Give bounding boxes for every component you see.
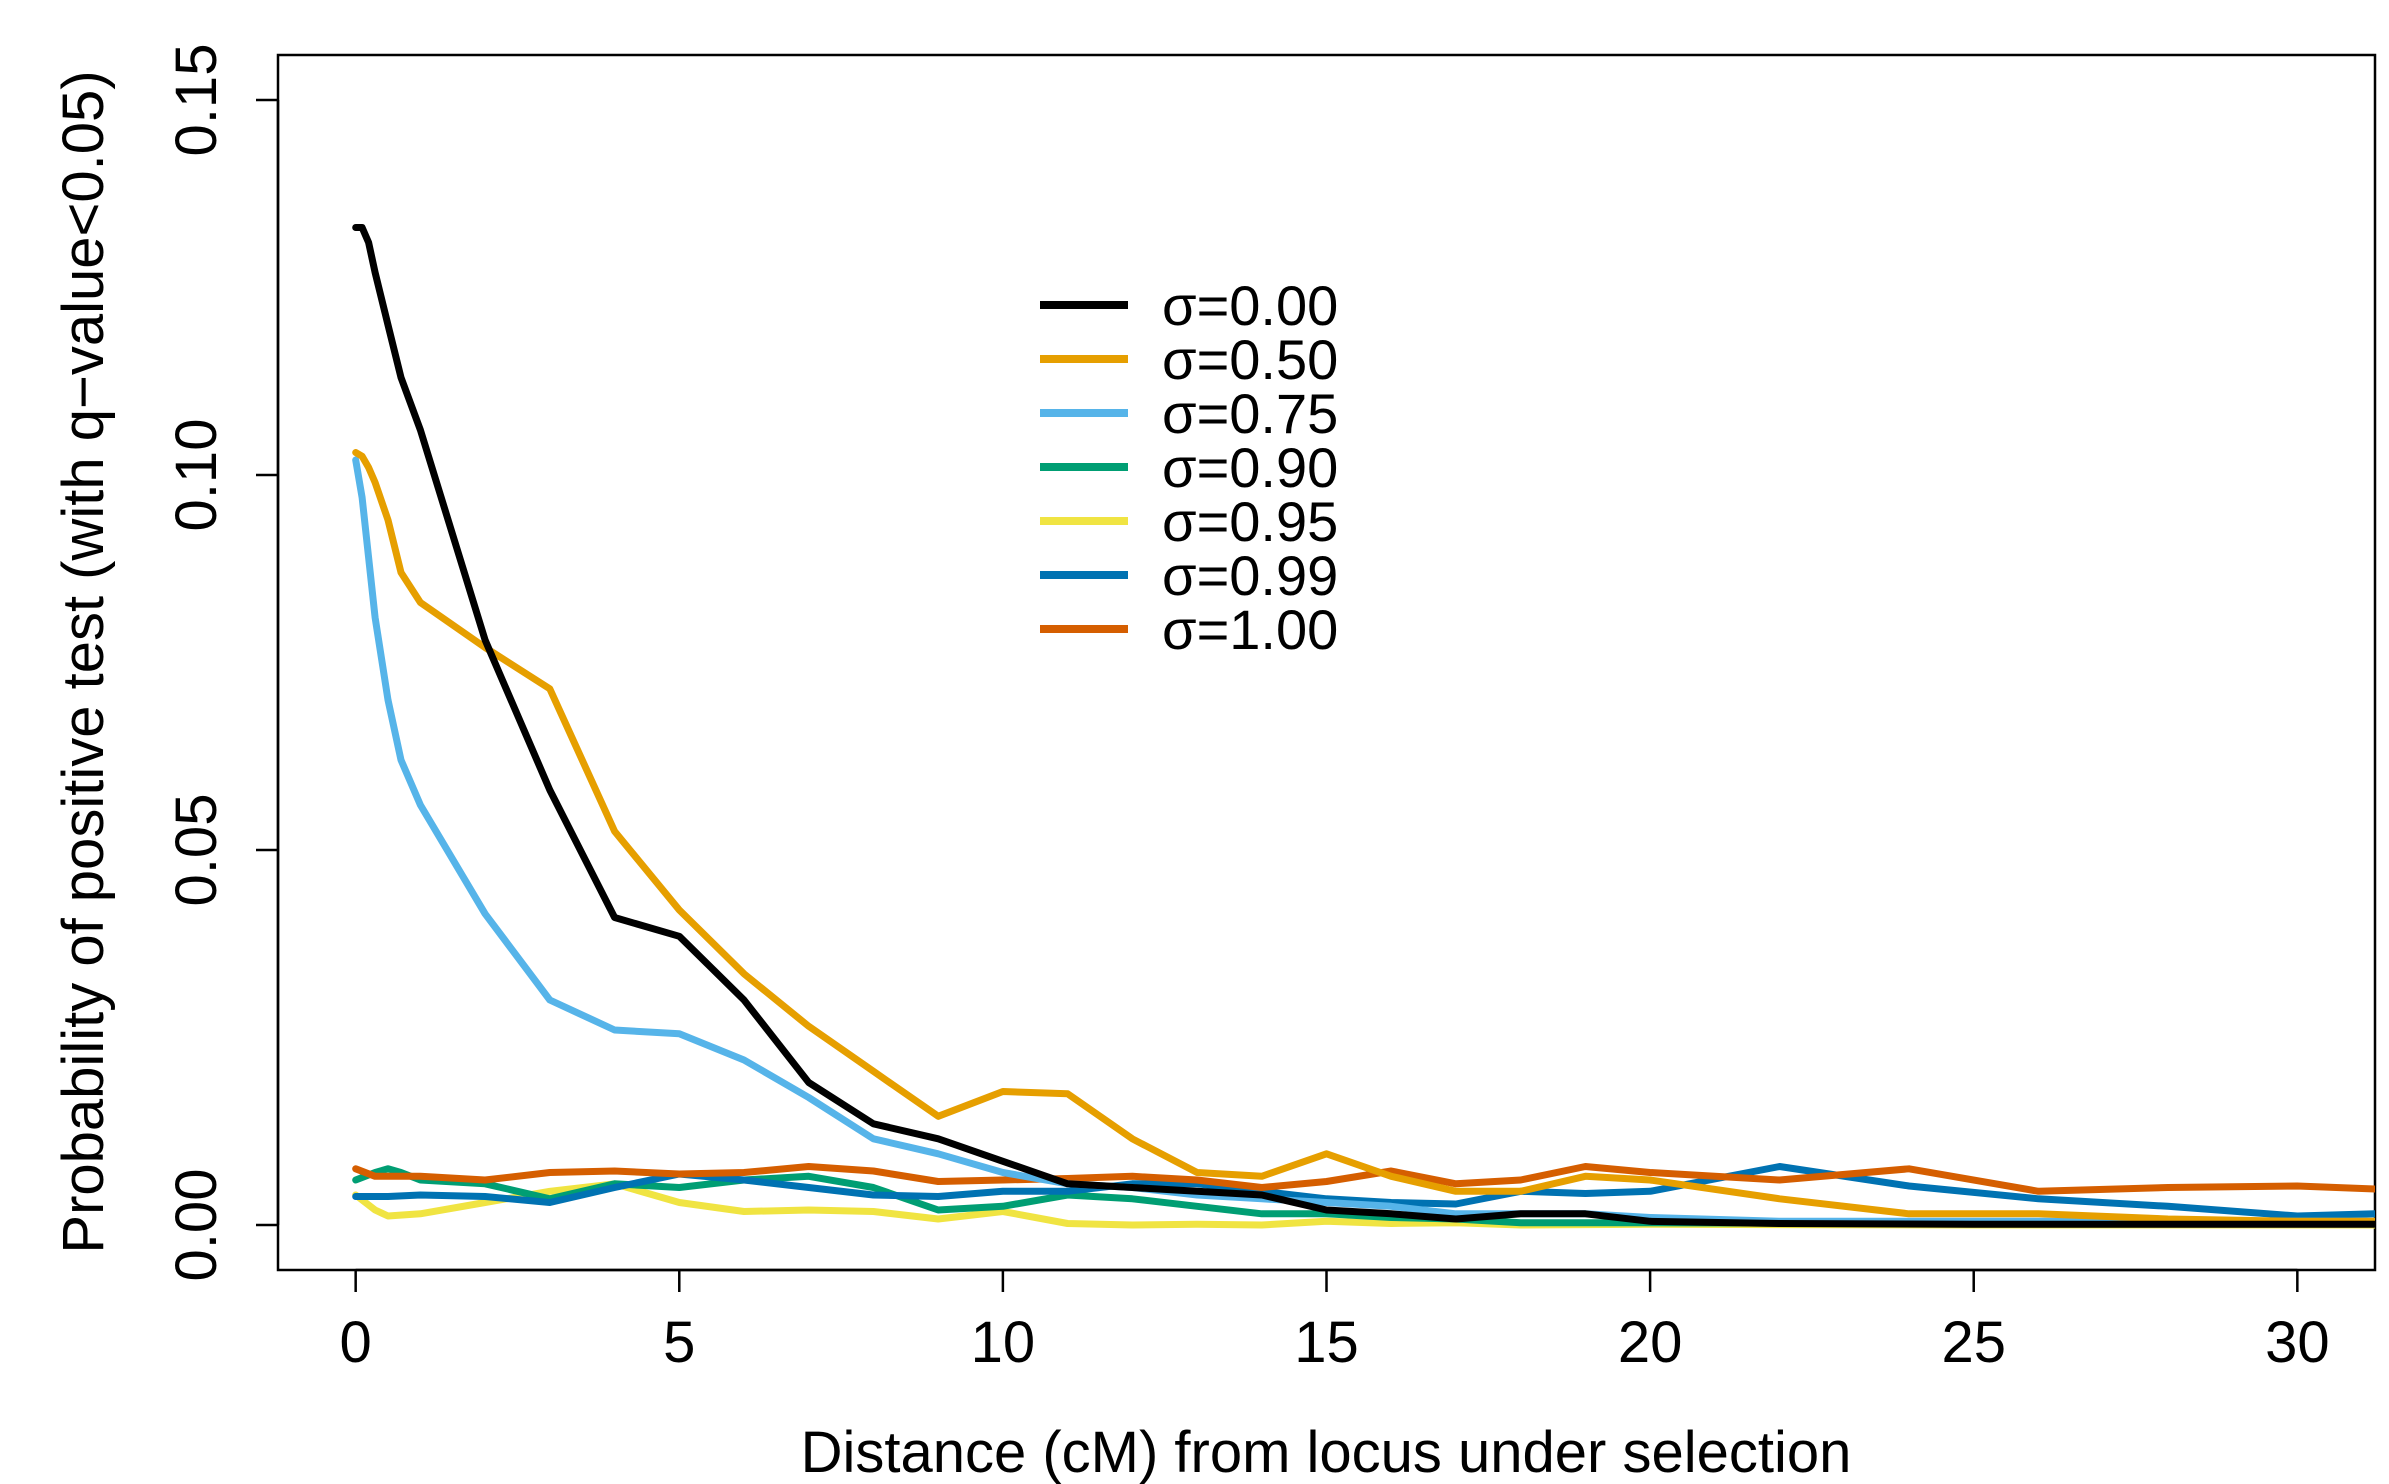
y-axis: 0.00 0.05 0.10 0.15 [164,44,280,1282]
series-line [352,1163,2375,1195]
legend-label: σ=0.90 [1162,436,1338,499]
y-tick-label: 0.00 [164,1169,229,1282]
y-tick-label: 0.05 [164,794,229,907]
x-axis: 0 5 10 15 20 25 30 [340,1268,2330,1375]
x-tick-label: 0 [340,1310,372,1375]
series-line [352,224,2375,1228]
series-line [352,1165,2375,1227]
legend-label: σ=0.00 [1162,274,1338,337]
y-tick-label: 0.10 [164,419,229,532]
x-tick-label: 15 [1294,1310,1359,1375]
x-axis-title: Distance (cM) from locus under selection [801,1420,1852,1484]
x-tick-label: 10 [971,1310,1036,1375]
x-tick-label: 30 [2265,1310,2330,1375]
y-axis-title: Probability of positive test (with q−val… [51,70,116,1253]
series-line [352,456,2375,1225]
x-tick-label: 5 [663,1310,695,1375]
series-lines [352,224,2375,1229]
legend-label: σ=0.75 [1162,382,1338,445]
legend-label: σ=0.50 [1162,328,1338,391]
legend-label: σ=0.95 [1162,490,1338,553]
x-tick-label: 20 [1618,1310,1683,1375]
legend-label: σ=1.00 [1162,598,1338,661]
legend: σ=0.00σ=0.50σ=0.75σ=0.90σ=0.95σ=0.99σ=1.… [1040,274,1338,661]
series-line [352,449,2375,1225]
x-tick-label: 25 [1941,1310,2006,1375]
plot-frame [276,53,2377,1272]
legend-label: σ=0.99 [1162,544,1338,607]
y-tick-label: 0.15 [164,44,229,157]
